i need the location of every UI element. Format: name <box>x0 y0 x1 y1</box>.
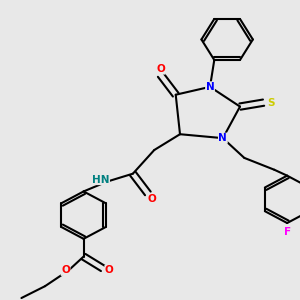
Text: O: O <box>105 266 114 275</box>
Text: F: F <box>284 227 291 237</box>
Text: N: N <box>218 133 227 143</box>
Text: N: N <box>206 82 214 92</box>
Text: O: O <box>148 194 157 204</box>
Text: HN: HN <box>92 175 110 184</box>
Text: S: S <box>268 98 275 108</box>
Text: O: O <box>61 266 70 275</box>
Text: O: O <box>156 64 165 74</box>
